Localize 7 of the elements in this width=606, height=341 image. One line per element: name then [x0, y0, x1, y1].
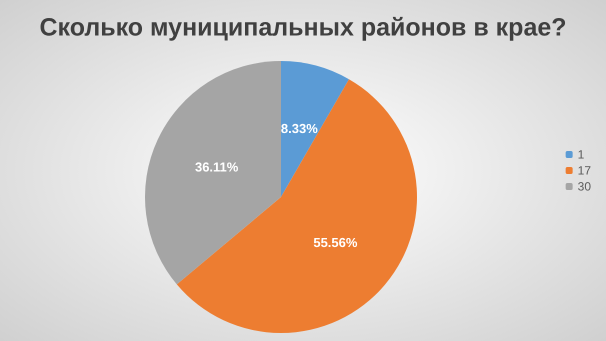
data-label: 36.11% [194, 159, 239, 174]
legend-label: 30 [578, 180, 592, 194]
data-label: 8.33% [280, 120, 318, 136]
legend-label: 1 [578, 148, 585, 162]
chart-title: Сколько муниципальных районов в крае? [39, 14, 567, 42]
data-label: 55.56% [313, 235, 358, 250]
legend-label: 17 [578, 164, 592, 178]
